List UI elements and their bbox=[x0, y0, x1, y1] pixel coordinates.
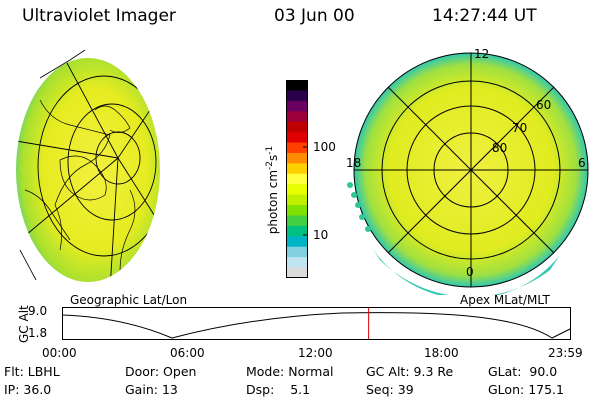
colorbar-band bbox=[286, 121, 308, 133]
mlt-label-12: 12 bbox=[474, 47, 490, 61]
instrument-title: Ultraviolet Imager bbox=[22, 6, 176, 26]
mlat-label-70: 70 bbox=[512, 121, 528, 135]
colorbar-unit-label: photon cm-2s-1 bbox=[265, 145, 280, 235]
colorbar-band bbox=[286, 100, 308, 112]
geographic-image bbox=[16, 49, 160, 282]
colorbar-band bbox=[286, 142, 308, 154]
mlt-label-0: 0 bbox=[466, 265, 474, 279]
colorbar-band bbox=[286, 215, 308, 227]
colorbar-band bbox=[286, 80, 308, 91]
mode-info: Mode: Normal bbox=[246, 364, 334, 379]
ip-info: IP: 36.0 bbox=[4, 382, 52, 397]
colorbar-band bbox=[286, 184, 308, 196]
mlat-label-60: 60 bbox=[536, 98, 552, 112]
apex-label: Apex MLat/MLT bbox=[460, 293, 550, 307]
door-info: Door: Open bbox=[125, 364, 197, 379]
colorbar-band bbox=[286, 132, 308, 144]
timeline-plot bbox=[62, 307, 571, 340]
colorbar bbox=[286, 80, 308, 278]
colorbar-band bbox=[286, 173, 308, 185]
glat-info: GLat: 90.0 bbox=[488, 364, 558, 379]
geographic-label: Geographic Lat/Lon bbox=[70, 293, 188, 307]
colorbar-band bbox=[286, 267, 308, 278]
colorbar-band bbox=[286, 152, 308, 164]
colorbar-band bbox=[286, 205, 308, 216]
timeline-xtick-3: 18:00 bbox=[424, 346, 459, 360]
time-label: 14:27:44 UT bbox=[432, 6, 537, 26]
timeline-xtick-4: 23:59 bbox=[548, 346, 583, 360]
timeline-xtick-1: 06:00 bbox=[170, 346, 205, 360]
colorbar-band bbox=[286, 246, 308, 258]
timeline-xtick-2: 12:00 bbox=[298, 346, 333, 360]
colorbar-band bbox=[286, 236, 308, 248]
colorbar-band bbox=[286, 163, 308, 175]
colorbar-band bbox=[286, 111, 308, 123]
seq-info: Seq: 39 bbox=[366, 382, 414, 397]
timeline-ytick-max: 9.0 bbox=[28, 304, 48, 318]
mlt-label-18: 18 bbox=[346, 156, 362, 170]
mlt-label-6: 6 bbox=[578, 156, 586, 170]
colorbar-band bbox=[286, 225, 308, 237]
gain-info: Gain: 13 bbox=[125, 382, 178, 397]
dsp-info: Dsp: 5.1 bbox=[246, 382, 311, 397]
timeline-ytick-min: 1.8 bbox=[28, 326, 48, 340]
polar-mlt-image bbox=[347, 52, 589, 295]
filter-info: Flt: LBHL bbox=[4, 364, 60, 379]
colorbar-band bbox=[286, 257, 308, 269]
colorbar-tick-10: 10 bbox=[313, 228, 329, 242]
mlat-label-80: 80 bbox=[492, 141, 508, 155]
timeline-xtick-0: 00:00 bbox=[42, 346, 77, 360]
colorbar-band bbox=[286, 90, 308, 102]
glon-info: GLon: 175.1 bbox=[488, 382, 564, 397]
colorbar-band bbox=[286, 194, 308, 206]
gcalt-info: GC Alt: 9.3 Re bbox=[366, 364, 454, 379]
date-label: 03 Jun 00 bbox=[274, 6, 355, 26]
colorbar-tick-100: 100 bbox=[313, 140, 336, 154]
